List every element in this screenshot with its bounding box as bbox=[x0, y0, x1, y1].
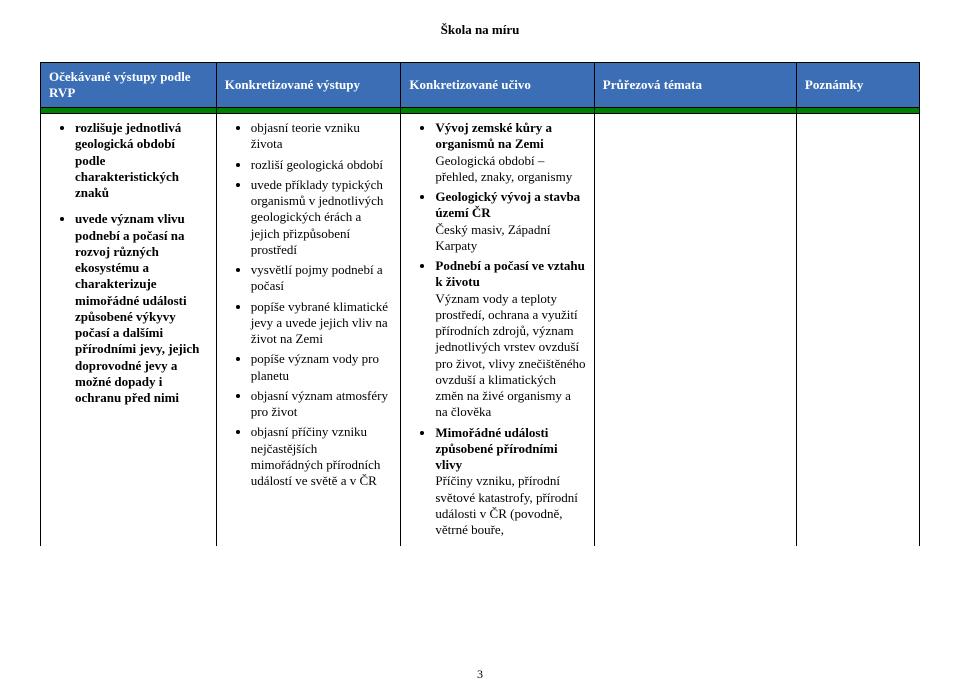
curriculum-table: Očekávané výstupy podle RVP Konkretizova… bbox=[40, 62, 920, 546]
list-item: uvede příklady typických organismů v jed… bbox=[251, 177, 393, 258]
list-item: objasní význam atmosféry pro život bbox=[251, 388, 393, 421]
col-header-ucivo: Konkretizované učivo bbox=[401, 63, 594, 108]
poznamky-cell bbox=[796, 114, 919, 547]
topic-title: Geologický vývoj a stavba území ČR bbox=[435, 189, 580, 220]
list-item: Geologický vývoj a stavba území ČR Český… bbox=[435, 189, 585, 254]
vystupy-list: vysvětlí pojmy podnebí a počasí popíše v… bbox=[225, 262, 393, 489]
list-item: rozliší geologická období bbox=[251, 157, 393, 173]
prurezova-cell bbox=[594, 114, 796, 547]
topic-title: Podnebí a počasí ve vztahu k životu bbox=[435, 258, 585, 289]
col-header-prurezova: Průřezová témata bbox=[594, 63, 796, 108]
page-number: 3 bbox=[0, 667, 960, 682]
list-item: objasní příčiny vzniku nejčastějších mim… bbox=[251, 424, 393, 489]
list-item: Vývoj zemské kůry a organismů na Zemi Ge… bbox=[435, 120, 585, 185]
col-header-vystupy: Konkretizované výstupy bbox=[216, 63, 401, 108]
rvp-list: uvede význam vlivu podnebí a počasí na r… bbox=[49, 211, 208, 406]
col-header-rvp: Očekávané výstupy podle RVP bbox=[41, 63, 217, 108]
table-row: rozlišuje jednotlivá geologická období p… bbox=[41, 114, 920, 547]
page-title: Škola na míru bbox=[40, 22, 920, 38]
vystupy-list: objasní teorie vzniku života rozliší geo… bbox=[225, 120, 393, 258]
list-item: uvede význam vlivu podnebí a počasí na r… bbox=[75, 211, 208, 406]
topic-text: Český masiv, Západní Karpaty bbox=[435, 222, 550, 253]
col-header-poznamky: Poznámky bbox=[796, 63, 919, 108]
list-item: rozlišuje jednotlivá geologická období p… bbox=[75, 120, 208, 201]
list-item: popíše vybrané klimatické jevy a uvede j… bbox=[251, 299, 393, 348]
topic-text: Význam vody a teploty prostředí, ochrana… bbox=[435, 291, 585, 420]
topic-title: Mimořádné události způsobené přírodními … bbox=[435, 425, 557, 473]
topic-text: Geologická období – přehled, znaky, orga… bbox=[435, 153, 572, 184]
ucivo-list: Podnebí a počasí ve vztahu k životu Význ… bbox=[409, 258, 585, 538]
list-item: popíše význam vody pro planetu bbox=[251, 351, 393, 384]
topic-title: Vývoj zemské kůry a organismů na Zemi bbox=[435, 120, 552, 151]
topic-text: Příčiny vzniku, přírodní světové katastr… bbox=[435, 473, 577, 537]
table-header-row: Očekávané výstupy podle RVP Konkretizova… bbox=[41, 63, 920, 108]
list-item: objasní teorie vzniku života bbox=[251, 120, 393, 153]
rvp-list: rozlišuje jednotlivá geologická období p… bbox=[49, 120, 208, 201]
list-item: vysvětlí pojmy podnebí a počasí bbox=[251, 262, 393, 295]
list-item: Mimořádné události způsobené přírodními … bbox=[435, 425, 585, 539]
ucivo-list: Vývoj zemské kůry a organismů na Zemi Ge… bbox=[409, 120, 585, 254]
list-item: Podnebí a počasí ve vztahu k životu Význ… bbox=[435, 258, 585, 421]
